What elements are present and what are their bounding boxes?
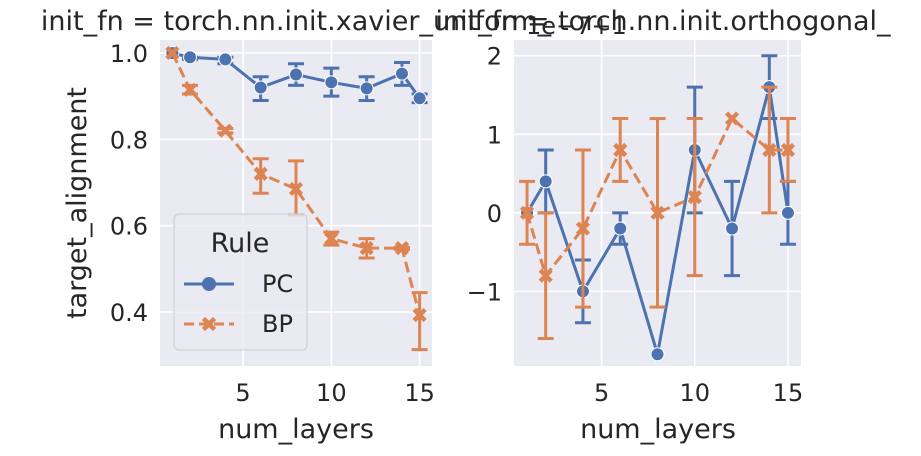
pc-point <box>218 52 233 67</box>
bp-point <box>253 166 268 181</box>
bp-point <box>218 123 233 138</box>
pc-point <box>359 81 374 96</box>
y-tick-label: 2 <box>487 43 502 71</box>
x-tick-label: 10 <box>679 379 710 407</box>
right-x-tick-labels: 5 10 15 <box>594 379 803 407</box>
bp-point <box>780 142 796 158</box>
right-chart-title: init_fn = torch.nn.init.orthogonal_ <box>435 6 891 37</box>
x-tick-label: 5 <box>594 379 609 407</box>
pc-point <box>780 205 795 220</box>
bp-point <box>575 221 591 236</box>
legend-box <box>173 213 308 351</box>
bp-point <box>538 268 553 283</box>
legend-bp-x-shape <box>201 316 217 332</box>
x-tick-label: 5 <box>235 379 250 407</box>
bp-point <box>288 181 304 197</box>
pc-point <box>613 221 628 236</box>
pc-point <box>324 75 339 90</box>
right-y-offset-text: 1e−7+1 <box>526 12 627 40</box>
pc-point <box>412 91 427 106</box>
legend-pc-circle-marker-icon <box>202 277 216 291</box>
bp-series-line <box>171 52 422 316</box>
pc-point <box>289 67 303 82</box>
legend-item-bp: BP <box>184 310 293 338</box>
bp-series-line <box>525 117 788 278</box>
left-x-axis-label: num_layers <box>218 414 374 445</box>
left-y-tick-labels: 0.4 0.6 0.8 1.0 <box>110 40 148 327</box>
bp-point <box>724 111 740 126</box>
bp-point <box>359 241 374 256</box>
bp-point <box>762 142 777 158</box>
left-chart-title: init_fn = torch.nn.init.xavier_uniform_ <box>41 6 552 37</box>
legend: Rule PC BP <box>173 213 308 351</box>
pc-point <box>394 66 409 81</box>
left-x-tick-labels: 5 10 15 <box>235 379 435 407</box>
pc-point <box>650 347 665 362</box>
bp-point <box>687 190 702 205</box>
x-tick-label: 15 <box>404 379 435 407</box>
bp-point <box>182 82 198 97</box>
legend-title: Rule <box>211 228 270 259</box>
bp-point <box>650 205 665 220</box>
y-tick-label: 0.4 <box>110 299 148 327</box>
pc-point <box>538 174 553 189</box>
y-tick-label: 1.0 <box>110 40 148 68</box>
right-x-axis-label: num_layers <box>580 414 736 445</box>
left-chart-panel: 5 10 15 0.40.60.81.0 init_fn = torch.nn.in… <box>41 6 552 445</box>
right-series-layer <box>519 54 796 362</box>
y-tick-label: 0 <box>487 200 502 228</box>
right-y-tick-labels: −1 0 1 2 <box>467 43 502 307</box>
y-tick-label: −1 <box>467 278 502 306</box>
legend-pc-label: PC <box>262 270 293 298</box>
bp-point <box>394 241 410 256</box>
y-tick-label: 0.6 <box>110 213 148 241</box>
legend-item-pc: PC <box>184 270 293 298</box>
bp-point <box>613 142 628 158</box>
bp-point <box>412 307 427 323</box>
left-y-axis-label: target_alignment <box>62 87 93 319</box>
legend-bp-x-marker-icon <box>201 316 217 332</box>
bp-point <box>165 45 180 61</box>
left-series-layer <box>165 45 428 352</box>
x-tick-label: 15 <box>773 379 804 407</box>
x-tick-label: 10 <box>316 379 347 407</box>
pc-point <box>725 221 740 236</box>
legend-bp-label: BP <box>262 310 293 338</box>
pc-point <box>183 50 198 65</box>
bp-point <box>324 231 339 246</box>
pc-point <box>253 80 268 95</box>
y-tick-label: 0.8 <box>110 126 148 154</box>
right-chart-panel: 5 10 15 −1 0 1 2 1e−7+1 init_fn = torch.nn.in… <box>435 6 891 445</box>
y-tick-label: 1 <box>487 121 502 149</box>
bp-point <box>519 205 535 220</box>
